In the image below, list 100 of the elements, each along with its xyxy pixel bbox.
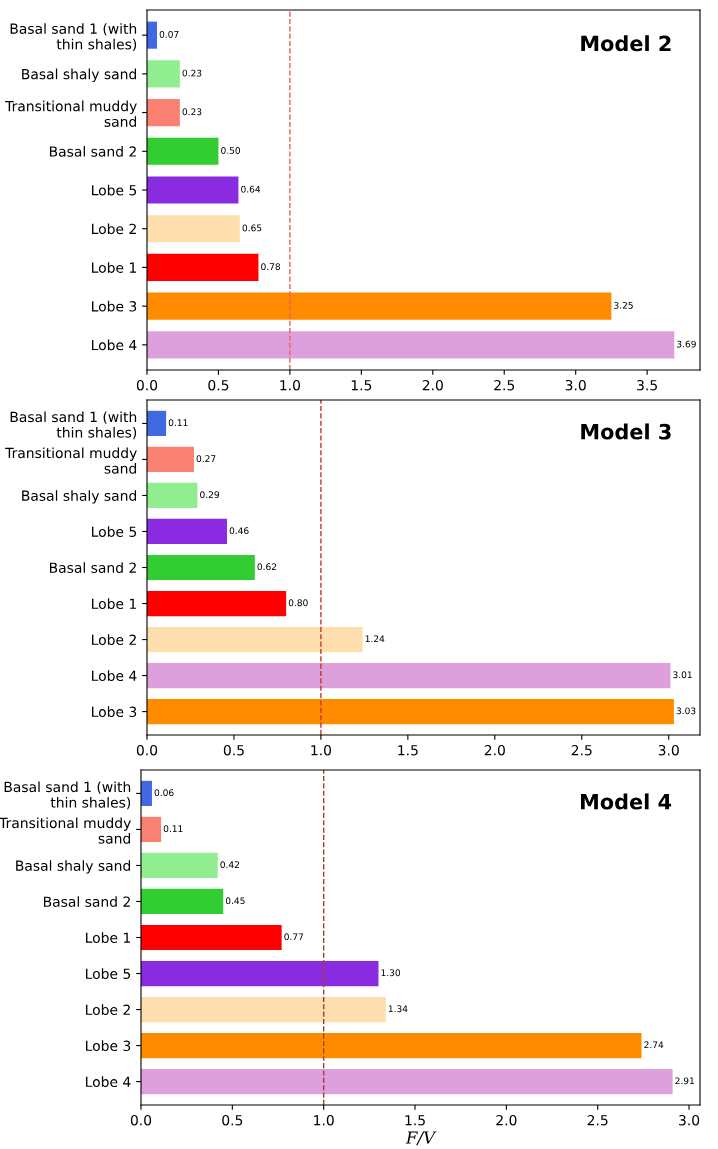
y-tick-label: Lobe 3 <box>92 706 137 718</box>
bar <box>141 960 379 987</box>
x-tick-label: 1.0 <box>280 379 301 391</box>
y-tick-label: Transitional muddy sand <box>5 447 137 474</box>
y-tick-label: Lobe 4 <box>92 339 137 351</box>
data-label: 0.80 <box>288 599 308 607</box>
bar <box>141 852 218 879</box>
x-tick-label: 2.5 <box>571 744 592 756</box>
bar <box>147 60 180 88</box>
x-tick-label: 2.0 <box>496 1114 517 1126</box>
x-tick-label: 0.0 <box>136 379 158 391</box>
data-label: 3.01 <box>673 671 692 679</box>
bar <box>141 816 162 843</box>
x-tick-label: 1.5 <box>351 380 372 391</box>
y-tick-label: Basal shaly sand <box>22 490 137 504</box>
y-tick-label: Transitional muddy sand <box>5 100 137 127</box>
bar <box>141 780 152 807</box>
x-tick-label: 1.5 <box>398 745 418 756</box>
bar <box>147 137 219 165</box>
y-tick-label: Lobe 1 <box>86 932 130 943</box>
bar <box>141 924 282 951</box>
bar <box>147 482 198 509</box>
bar <box>147 253 259 281</box>
bar <box>141 996 386 1023</box>
bar <box>147 590 287 617</box>
y-tick-label: Lobe 1 <box>92 262 136 273</box>
data-label: 0.42 <box>220 861 240 869</box>
y-tick-label: Lobe 2 <box>92 223 136 235</box>
y-tick-label: Transitional muddy sand <box>0 817 131 844</box>
y-tick-label: Basal shaly sand <box>16 860 131 874</box>
x-axis-title: F/V <box>405 1131 437 1146</box>
text: Model 4 <box>580 793 672 810</box>
data-label: 2.91 <box>675 1077 694 1085</box>
bar <box>147 410 167 437</box>
data-label: 0.46 <box>229 527 249 535</box>
bar <box>147 215 240 243</box>
data-label: 0.23 <box>182 108 202 116</box>
y-tick-label: Basal shaly sand <box>22 68 137 83</box>
y-tick-label: Basal sand 1 (with thin shales) <box>4 781 131 810</box>
data-label: 3.03 <box>676 707 696 715</box>
data-label: 0.45 <box>225 897 245 905</box>
y-tick-label: Lobe 2 <box>86 1004 130 1016</box>
x-tick-label: 3.0 <box>679 1114 700 1126</box>
x-tick-label: 2.5 <box>587 1114 608 1126</box>
data-label: 3.69 <box>677 340 696 348</box>
data-label: 1.30 <box>381 969 401 977</box>
bar <box>147 518 227 545</box>
data-label: 1.34 <box>388 1005 408 1013</box>
y-tick-label: Lobe 1 <box>92 598 136 609</box>
data-label: 0.62 <box>257 563 277 571</box>
x-tick-label: 3.0 <box>565 379 586 391</box>
data-label: 3.25 <box>614 301 633 309</box>
x-tick-label: 3.0 <box>658 744 679 756</box>
bar <box>141 888 224 915</box>
x-tick-label: 1.0 <box>314 1114 334 1126</box>
data-label: 1.24 <box>365 635 385 643</box>
x-tick-label: 0.0 <box>130 1114 152 1126</box>
y-tick-label: Lobe 4 <box>86 1076 131 1088</box>
data-label: 0.77 <box>284 933 304 941</box>
bar <box>141 1032 642 1059</box>
data-label: 0.78 <box>261 263 281 271</box>
bar <box>147 21 157 49</box>
text: Model 3 <box>581 423 671 440</box>
y-tick-label: Lobe 2 <box>92 634 136 646</box>
x-tick-label: 2.0 <box>422 379 443 391</box>
x-tick-label: 3.5 <box>637 379 657 391</box>
bar <box>147 554 255 581</box>
data-label: 0.65 <box>242 224 262 232</box>
y-tick-label: Lobe 5 <box>86 968 131 979</box>
x-tick-label: 0.5 <box>222 1114 243 1126</box>
y-tick-label: Lobe 5 <box>92 184 137 196</box>
data-label: 0.11 <box>163 825 183 833</box>
x-tick-label: 2.5 <box>494 379 515 391</box>
x-tick-label: 0.5 <box>223 744 244 756</box>
data-label: 0.29 <box>200 491 219 499</box>
x-tick-label: 0.5 <box>208 379 229 391</box>
bar <box>147 446 194 473</box>
bar <box>141 1068 673 1095</box>
data-label: 0.64 <box>241 185 261 193</box>
data-label: 0.11 <box>168 419 188 427</box>
data-label: 2.74 <box>644 1041 664 1049</box>
bar <box>147 698 674 725</box>
data-label: 0.06 <box>154 789 174 797</box>
bar <box>147 331 675 359</box>
x-tick-label: 0.0 <box>136 744 158 756</box>
data-label: 0.07 <box>159 30 179 38</box>
bar <box>147 99 180 127</box>
y-tick-label: Basal sand 2 <box>43 896 130 907</box>
y-tick-label: Lobe 3 <box>86 1040 131 1052</box>
x-tick-label: 2.0 <box>484 744 505 756</box>
text: Model 2 <box>581 35 671 52</box>
bar <box>147 292 612 320</box>
x-tick-label: 1.5 <box>405 1115 425 1126</box>
x-tick-label: 1.0 <box>311 744 332 756</box>
y-tick-label: Basal sand 2 <box>49 562 136 573</box>
y-tick-label: Basal sand 2 <box>49 146 136 157</box>
y-tick-label: Lobe 5 <box>92 526 137 537</box>
data-label: 0.50 <box>221 147 241 154</box>
y-tick-label: Lobe 4 <box>92 670 137 682</box>
bar <box>147 626 363 653</box>
